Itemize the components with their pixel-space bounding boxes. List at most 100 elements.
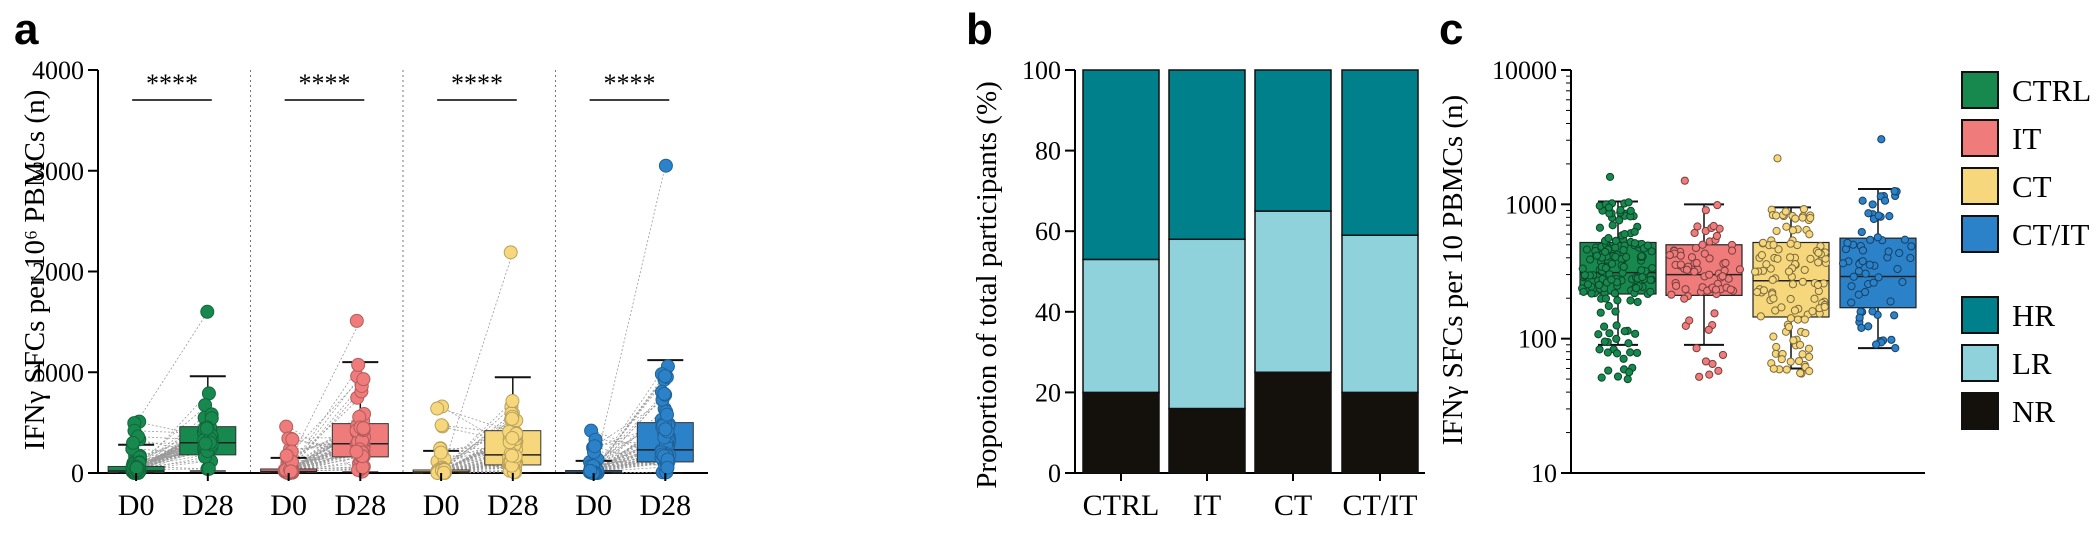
b-xtick-label: CT/IT xyxy=(1343,489,1418,522)
c-point xyxy=(1756,312,1765,321)
c-point xyxy=(1769,294,1778,303)
a-pair-line xyxy=(440,416,514,469)
panel-b-chart: 0 20 40 60 80 100 CTRL IT CT CT/IT xyxy=(1022,56,1425,522)
c-point xyxy=(1624,339,1633,348)
a-point-D28 xyxy=(201,461,216,476)
c-point xyxy=(1847,282,1856,291)
c-point xyxy=(1600,322,1609,331)
c-point xyxy=(1695,372,1704,381)
a-point-D28 xyxy=(199,421,214,436)
c-point xyxy=(1718,350,1728,360)
a-pair-line xyxy=(593,393,666,473)
a-point-D28 xyxy=(505,411,520,426)
c-point xyxy=(1637,266,1646,275)
c-point xyxy=(1820,302,1829,311)
c-point xyxy=(1612,334,1621,343)
a-pair-line xyxy=(593,165,666,472)
c-point xyxy=(1806,254,1815,263)
b-ytick-label: 80 xyxy=(1035,137,1061,166)
a-sig-label: **** xyxy=(146,69,198,98)
c-point xyxy=(1680,294,1689,303)
c-point xyxy=(1786,239,1795,248)
legend-swatch-LR xyxy=(1961,344,1999,382)
c-point xyxy=(1646,287,1655,296)
legend-label: CT xyxy=(2012,169,2052,204)
c-point xyxy=(1685,316,1694,325)
c-point xyxy=(1595,223,1605,232)
c-point xyxy=(1784,267,1794,276)
a-point-D28 xyxy=(658,158,673,173)
panel-c-ylabel: IFNγ SFCs per 10 PBMCs (n) xyxy=(1437,95,1469,445)
c-point xyxy=(1814,258,1823,267)
c-point xyxy=(1594,280,1604,290)
c-point xyxy=(1865,260,1874,269)
a-xtick-label: D28 xyxy=(182,489,234,522)
c-point xyxy=(1638,272,1647,282)
c-point xyxy=(1759,286,1768,295)
c-point xyxy=(1782,365,1791,374)
c-point xyxy=(1849,272,1858,281)
c-point xyxy=(1900,235,1910,244)
c-point xyxy=(1885,211,1894,221)
c-point xyxy=(1854,267,1864,276)
c-point xyxy=(1854,290,1863,299)
panel-b-label: b xyxy=(966,5,993,54)
c-point xyxy=(1810,294,1819,303)
a-pair-line xyxy=(135,444,208,470)
c-point xyxy=(1597,373,1606,382)
c-point xyxy=(1647,247,1656,256)
c-point xyxy=(1701,206,1710,215)
c-point xyxy=(1583,280,1593,289)
c-point xyxy=(1603,348,1612,357)
c-point xyxy=(1795,340,1805,349)
a-point-D0 xyxy=(434,418,449,433)
c-point xyxy=(1698,240,1707,249)
a-pair-line xyxy=(135,442,208,471)
c-point xyxy=(1871,340,1881,349)
a-point-D28 xyxy=(657,369,672,384)
c-point xyxy=(1786,253,1795,262)
c-point xyxy=(1788,226,1798,235)
c-point xyxy=(1804,344,1814,353)
c-point xyxy=(1632,283,1641,293)
a-pair-line xyxy=(440,444,513,471)
c-point xyxy=(1601,263,1610,273)
c-point xyxy=(1708,359,1717,369)
a-pair-line xyxy=(288,448,361,472)
a-point-D28 xyxy=(356,372,371,387)
c-point xyxy=(1773,254,1782,263)
c-point xyxy=(1705,270,1714,279)
c-point xyxy=(1751,267,1760,276)
c-point xyxy=(1814,248,1823,257)
c-point xyxy=(1893,264,1902,274)
c-point xyxy=(1718,272,1727,281)
c-point xyxy=(1680,176,1689,185)
b-xtick-label: CTRL xyxy=(1083,489,1160,522)
c-point xyxy=(1619,262,1628,271)
a-pair-line xyxy=(593,445,666,469)
c-point xyxy=(1772,342,1781,352)
a-pair-line xyxy=(593,414,666,468)
a-pair-line xyxy=(441,408,513,433)
a-pair-line xyxy=(440,418,514,472)
a-pair-line xyxy=(593,433,666,472)
c-point xyxy=(1773,154,1782,163)
c-point xyxy=(1791,214,1800,223)
legend-swatch-NR xyxy=(1961,392,1999,430)
c-point xyxy=(1676,251,1685,260)
c-point xyxy=(1620,327,1629,336)
a-point-D0 xyxy=(430,401,445,416)
c-point xyxy=(1712,231,1722,241)
c-point xyxy=(1594,330,1603,339)
legend-swatch-CT xyxy=(1961,167,1999,205)
c-point xyxy=(1687,253,1697,262)
legend-label: HR xyxy=(2012,298,2055,333)
a-point-D28 xyxy=(349,313,364,328)
c-point xyxy=(1868,200,1877,209)
c-point xyxy=(1752,287,1762,297)
c-point xyxy=(1774,245,1783,254)
c-point xyxy=(1796,368,1805,378)
b-bar-LR xyxy=(1168,238,1246,410)
legend-label: IT xyxy=(2012,121,2041,156)
c-point xyxy=(1874,273,1883,282)
